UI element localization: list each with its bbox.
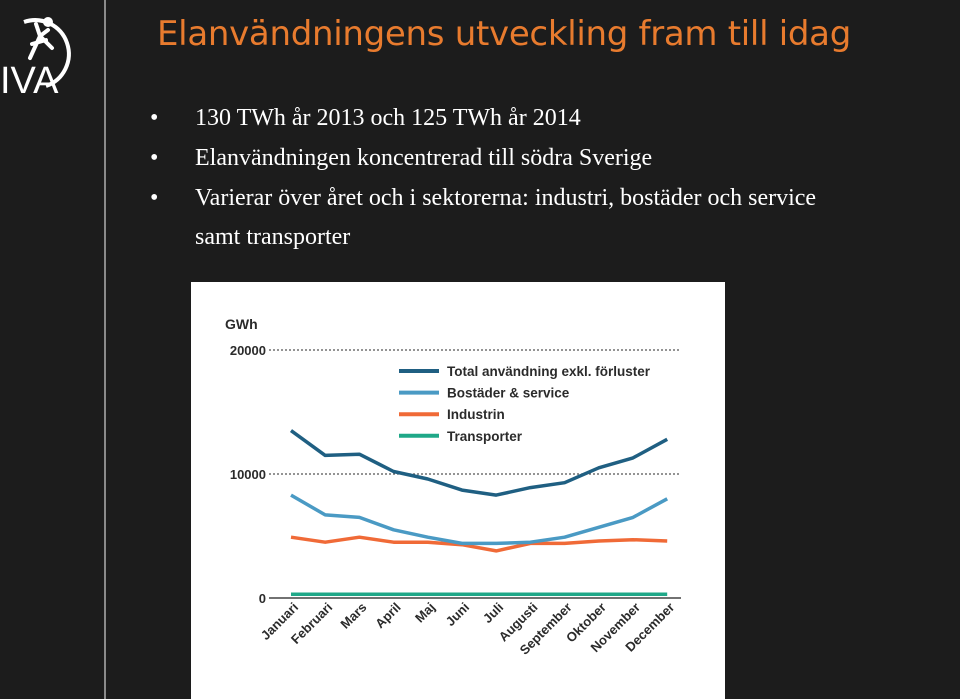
iva-logo-head xyxy=(43,17,53,27)
x-tick-label: Maj xyxy=(412,600,438,626)
y-tick-label: 20000 xyxy=(230,343,266,358)
x-tick-label: April xyxy=(372,600,404,632)
iva-logo: IVA xyxy=(0,17,71,100)
bullet-text-continuation: samt transporter xyxy=(195,224,351,250)
bullet-list: • 130 TWh år 2013 och 125 TWh år 2014 • … xyxy=(150,98,960,256)
bullet-text: Elanvändningen koncentrerad till södra S… xyxy=(195,145,653,171)
bullet-item: • Varierar över året och i sektorerna: i… xyxy=(150,178,960,256)
bullet-item: • Elanvändningen koncentrerad till södra… xyxy=(150,138,960,178)
bullet-marker: • xyxy=(150,145,159,171)
slide-title: Elanvändningens utveckling fram till ida… xyxy=(157,14,851,54)
legend-label: Bostäder & service xyxy=(447,386,570,401)
y-tick-labels: 20000 10000 0 xyxy=(230,343,266,606)
chart-panel: GWh 20000 10000 0 Total användning exkl. f… xyxy=(191,282,725,699)
line-chart: GWh 20000 10000 0 Total användning exkl. f… xyxy=(225,316,681,658)
chart-grid xyxy=(269,349,681,599)
bullet-text: Varierar över året och i sektorerna: ind… xyxy=(195,185,817,211)
legend-label: Transporter xyxy=(447,429,523,444)
chart-legend: Total användning exkl. förluster Bostäder… xyxy=(399,364,651,444)
y-tick-label: 0 xyxy=(259,591,266,606)
iva-logo-arc xyxy=(23,18,71,88)
series-line xyxy=(289,429,669,497)
bullet-marker: • xyxy=(150,105,159,131)
x-tick-label: Juli xyxy=(480,600,506,626)
legend-label: Total användning exkl. förluster xyxy=(447,364,651,379)
slide-divider-line xyxy=(104,0,106,699)
iva-logo-figure xyxy=(28,22,54,60)
chart-series xyxy=(289,429,669,597)
bullet-item: • 130 TWh år 2013 och 125 TWh år 2014 xyxy=(150,98,960,138)
legend-label: Industrin xyxy=(447,407,505,422)
y-tick-label: 10000 xyxy=(230,467,266,482)
x-tick-label: Mars xyxy=(337,600,369,632)
x-tick-label: Juni xyxy=(443,600,473,630)
series-line xyxy=(290,493,669,546)
bullet-marker: • xyxy=(150,185,159,211)
y-axis-unit-label: GWh xyxy=(225,316,258,332)
bullet-text: 130 TWh år 2013 och 125 TWh år 2014 xyxy=(195,105,581,131)
iva-logo-text: IVA xyxy=(0,60,59,100)
series-line xyxy=(290,535,668,553)
